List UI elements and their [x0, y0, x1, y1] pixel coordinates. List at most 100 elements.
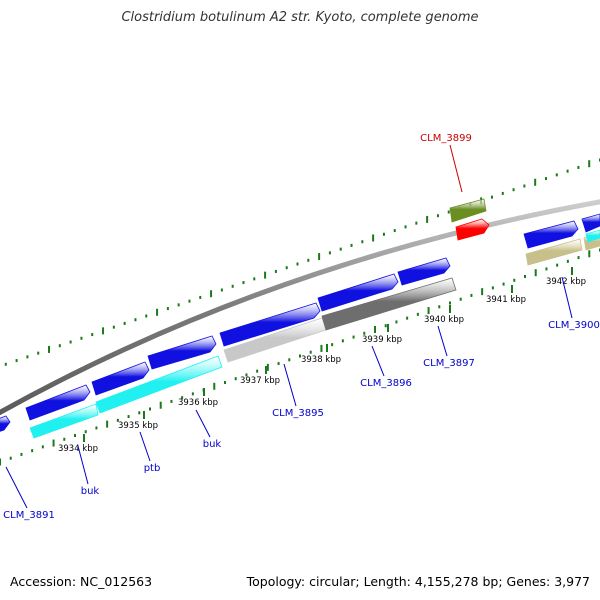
inner-tick: [138, 411, 141, 415]
outer-tick: [361, 240, 364, 244]
outer-tick: [372, 234, 375, 242]
map-title: Clostridium botulinum A2 str. Kyoto, com…: [121, 10, 479, 25]
gene-label: CLM_3900: [548, 320, 600, 331]
outer-tick: [415, 221, 418, 225]
feature-blue-arrow: [219, 302, 321, 347]
feature-cyan-box: [29, 403, 99, 439]
outer-tick: [210, 290, 213, 298]
scale-tick-mark: [449, 305, 451, 313]
outer-tick: [566, 169, 569, 173]
genome-backbone: [0, 199, 600, 416]
outer-tick: [307, 258, 310, 262]
scale-tick-mark: [265, 366, 267, 374]
scale-tick-label: 3939 kbp: [362, 335, 402, 345]
inner-tick: [84, 430, 87, 434]
outer-tick: [15, 359, 18, 363]
scale-tick-label: 3941 kbp: [486, 295, 526, 305]
feature-khaki-box: [525, 238, 583, 266]
gene-labels: CLM_3891 buk ptb buk CLM_3895 CLM_3896 CLM_389…: [3, 133, 600, 521]
gene-label: buk: [203, 439, 222, 450]
outer-tick: [264, 271, 267, 279]
inner-tick: [352, 335, 355, 339]
inner-tick: [63, 437, 66, 441]
outer-tick: [296, 262, 299, 266]
outer-tick: [328, 251, 331, 255]
feature-darkgray-box: [321, 277, 457, 331]
inner-tick: [170, 399, 173, 403]
gene-leader-line: [283, 363, 297, 407]
genome-stats-text: Topology: circular; Length: 4,155,278 bp…: [246, 574, 590, 589]
accession-text: Accession: NC_012563: [10, 574, 153, 589]
outer-tick: [123, 321, 126, 325]
inner-tick: [502, 282, 505, 286]
inner-tick: [234, 377, 237, 381]
inner-tick: [406, 316, 409, 320]
scale-tick-label: 3942 kbp: [546, 277, 586, 287]
inner-tick: [116, 418, 119, 422]
outer-tick: [588, 160, 591, 168]
outer-tick: [544, 177, 547, 181]
inner-tick: [534, 269, 537, 277]
gene-label: buk: [81, 486, 100, 497]
outer-tick: [490, 195, 493, 199]
inner-tick: [181, 396, 184, 400]
outer-tick: [199, 295, 202, 299]
inner-tick: [309, 350, 312, 354]
outer-tick: [253, 277, 256, 281]
inner-tick: [588, 250, 591, 258]
inner-tick: [363, 331, 366, 335]
gene-label: CLM_3895: [272, 408, 324, 419]
inner-tick: [95, 426, 98, 430]
inner-tick: [224, 381, 226, 384]
scale-tick-mark: [387, 324, 389, 332]
gene-label: CLM_3891: [3, 510, 55, 521]
inner-tick-track: [0, 248, 600, 466]
inner-tick: [341, 339, 344, 343]
scale-tick-mark: [326, 344, 328, 352]
feature-blue-arrow: [581, 213, 600, 233]
outer-tick: [339, 247, 342, 251]
outer-tick: [188, 299, 191, 303]
outer-tick: [145, 314, 148, 318]
outer-tick: [534, 178, 537, 186]
outer-tick: [156, 308, 159, 316]
outer-tick: [404, 225, 407, 229]
inner-tick: [438, 305, 441, 309]
inner-tick: [577, 256, 580, 260]
inner-tick: [459, 297, 462, 301]
inner-tick: [245, 373, 248, 377]
outer-tick: [285, 266, 288, 270]
inner-tick: [320, 344, 323, 352]
inner-tick: [299, 354, 301, 358]
inner-tick: [513, 278, 516, 282]
gene-leader-line: [139, 431, 151, 462]
outer-tick: [69, 340, 72, 344]
feature-blue-arrow: [0, 415, 11, 432]
feature-blue-arrow: [523, 220, 579, 249]
inner-tick: [556, 263, 559, 267]
inner-tick: [277, 362, 280, 366]
feature-cyan-box: [585, 229, 600, 243]
scale-tick-mark: [83, 434, 85, 442]
gene-label: CLM_3899: [420, 133, 472, 144]
inner-tick: [213, 382, 216, 390]
outer-tick: [4, 362, 7, 366]
inner-tick: [127, 415, 130, 419]
outer-tick: [102, 327, 105, 335]
inner-tick: [266, 363, 269, 371]
outer-tick: [318, 253, 321, 261]
scale-tick-label: 3937 kbp: [240, 376, 280, 386]
outer-tick: [80, 336, 83, 340]
outer-tick: [91, 333, 94, 337]
inner-tick: [9, 456, 12, 460]
inner-tick: [256, 369, 259, 373]
inner-tick: [106, 420, 109, 428]
scale-ticks: 3934 kbp 3935 kbp 3936 kbp 3937 kbp 3938 kbp…: [58, 267, 586, 454]
feature-olive-box: [449, 198, 487, 223]
inner-tick: [74, 434, 76, 437]
inner-tick: [0, 458, 1, 466]
inner-tick: [288, 358, 291, 362]
inner-tick: [427, 307, 430, 315]
inner-tick: [159, 401, 162, 409]
